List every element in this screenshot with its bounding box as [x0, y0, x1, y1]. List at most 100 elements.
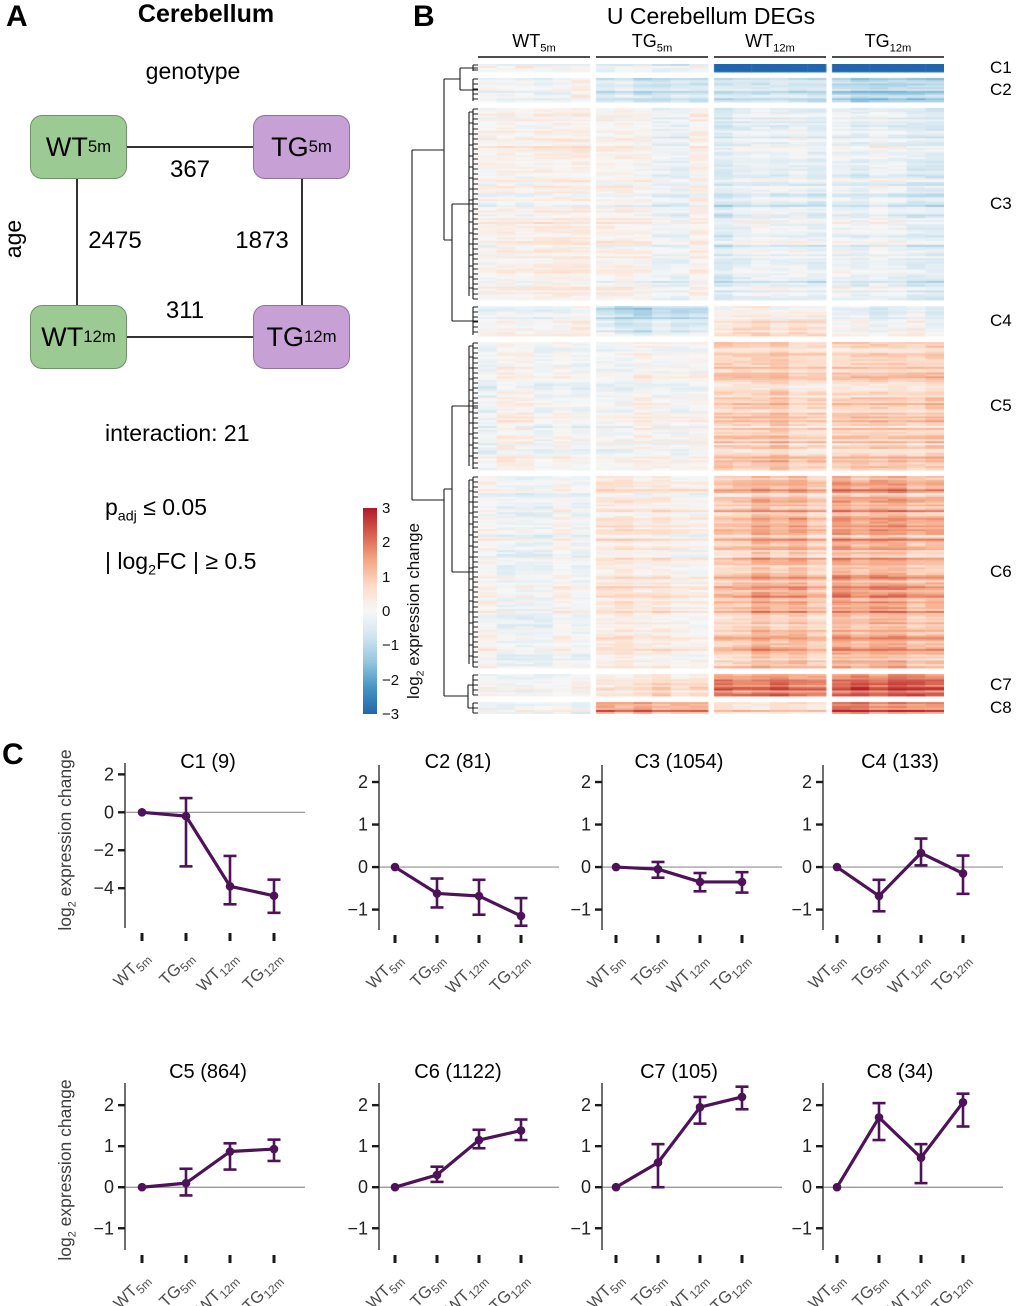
panel-a-title: Cerebellum	[137, 0, 275, 28]
svg-text:1: 1	[104, 1136, 114, 1156]
svg-text:WT12m: WT12m	[884, 1270, 934, 1306]
panel-b-label: B	[413, 0, 435, 33]
colorbar-tick-label: −3	[382, 706, 400, 723]
cluster-plot-title: C1 (9)	[180, 751, 236, 773]
svg-text:0: 0	[581, 1177, 591, 1197]
heatmap-cluster-label: C8	[990, 698, 1012, 717]
svg-text:2: 2	[581, 772, 591, 792]
svg-text:WT5m: WT5m	[584, 950, 629, 995]
svg-text:WT5m: WT5m	[363, 950, 408, 995]
heatmap-group-underline	[478, 56, 590, 58]
cluster-plot-title: C5 (864)	[169, 1061, 247, 1083]
log2fc-threshold-text: | log2FC | ≥ 0.5	[105, 548, 257, 579]
svg-text:1: 1	[358, 815, 368, 835]
cluster-plot-c1: C1 (9) 2 0 −2 −4 WT5m TG5m WT12m TG12m	[80, 738, 320, 1038]
svg-text:1: 1	[358, 1136, 368, 1156]
svg-text:TG5m: TG5m	[156, 1270, 199, 1306]
node-tg5m: TG 5m	[253, 115, 350, 179]
colorbar-tick-label: −2	[382, 671, 400, 689]
svg-text:WT12m: WT12m	[884, 950, 934, 1000]
svg-text:2: 2	[802, 772, 812, 792]
heatmap-cluster-label: C3	[990, 194, 1012, 213]
edge-line-top	[125, 146, 253, 148]
edge-line-left	[76, 177, 78, 305]
deg-count-genotype-12m: 311	[165, 297, 205, 324]
svg-text:2: 2	[358, 772, 368, 792]
svg-text:WT12m: WT12m	[663, 950, 713, 1000]
heatmap-group-header-tg12m: TG12m	[864, 31, 912, 55]
svg-text:1: 1	[581, 1136, 591, 1156]
cluster-plot-title: C2 (81)	[425, 751, 492, 773]
heatmap-cluster-label: C6	[990, 562, 1012, 581]
heatmap-cluster-label: C1	[990, 58, 1012, 77]
svg-text:−1: −1	[570, 1218, 591, 1238]
row-dendrogram	[411, 64, 478, 714]
svg-text:0: 0	[104, 1177, 114, 1197]
cluster-plot-title: C8 (34)	[867, 1061, 934, 1083]
svg-text:1: 1	[581, 815, 591, 835]
svg-text:−1: −1	[791, 900, 812, 920]
cluster-plot-c6: C6 (1122) 2 1 0 −1 WT5m TG5m WT12m TG12m	[334, 1048, 574, 1306]
svg-text:TG5m: TG5m	[849, 1270, 892, 1306]
cluster-plot-title: C4 (133)	[861, 751, 939, 773]
panel-a-label: A	[6, 0, 28, 33]
cluster-plot-c4: C4 (133) 2 1 0 −1 WT5m TG5m WT12m TG12m	[778, 738, 1018, 1038]
svg-text:TG5m: TG5m	[156, 948, 199, 991]
svg-text:TG12m: TG12m	[239, 948, 287, 996]
heatmap-cluster-label: C7	[990, 675, 1012, 694]
svg-text:0: 0	[581, 857, 591, 877]
svg-text:−1: −1	[791, 1218, 812, 1238]
colorbar-tick-label: 3	[382, 500, 391, 517]
panel-c-ylabel-row2: log2 expression change	[55, 1079, 79, 1261]
colorbar-tick-label: −1	[382, 637, 400, 655]
age-axis-label: age	[0, 219, 26, 259]
svg-text:0: 0	[802, 1177, 812, 1197]
svg-text:WT12m: WT12m	[442, 950, 492, 1000]
svg-text:2: 2	[358, 1095, 368, 1115]
deg-count-age-tg: 1873	[235, 227, 289, 254]
deg-count-genotype-5m: 367	[169, 156, 211, 183]
node-tg12m: TG 12m	[253, 305, 350, 369]
svg-text:WT5m: WT5m	[805, 1270, 850, 1306]
deg-count-age-wt: 2475	[88, 227, 142, 254]
svg-text:TG12m: TG12m	[486, 950, 534, 998]
svg-text:WT5m: WT5m	[805, 950, 850, 995]
cluster-plot-title: C3 (1054)	[635, 751, 724, 773]
padj-threshold-text: padj ≤ 0.05	[105, 494, 207, 525]
heatmap-group-underline	[596, 56, 708, 58]
cluster-plot-c8: C8 (34) 2 1 0 −1 WT5m TG5m WT12m TG12m	[778, 1048, 1018, 1306]
svg-text:−4: −4	[93, 878, 114, 898]
heatmap-group-header-tg5m: TG5m	[631, 31, 673, 55]
svg-text:WT12m: WT12m	[193, 1270, 243, 1306]
cluster-plot-c5: C5 (864) 2 1 0 −1 WT5m TG5m WT12m TG12m	[80, 1048, 320, 1306]
svg-text:TG12m: TG12m	[928, 1270, 976, 1306]
svg-text:0: 0	[358, 857, 368, 877]
node-wt12m: WT 12m	[30, 305, 127, 369]
heatmap-group-header-wt12m: WT12m	[745, 31, 795, 55]
svg-text:2: 2	[104, 1095, 114, 1115]
svg-text:WT12m: WT12m	[193, 948, 243, 998]
colorbar-tick-label: 1	[382, 568, 391, 586]
panel-c-label: C	[2, 738, 24, 771]
edge-line-bottom	[125, 336, 253, 338]
colorbar-gradient	[363, 508, 377, 714]
colorbar-tick-label: 2	[382, 534, 391, 552]
heatmap-group-underline	[832, 56, 944, 58]
svg-text:TG12m: TG12m	[707, 1270, 755, 1306]
cluster-plot-title: C6 (1122)	[414, 1061, 501, 1083]
heatmap-cluster-label: C2	[990, 80, 1012, 99]
svg-text:2: 2	[104, 764, 114, 784]
svg-text:1: 1	[802, 815, 812, 835]
genotype-axis-label: genotype	[145, 58, 241, 84]
svg-text:TG12m: TG12m	[239, 1270, 287, 1306]
cluster-plot-c2: C2 (81) 2 1 0 −1 WT5m TG5m WT12m TG12m	[334, 738, 574, 1038]
svg-text:−1: −1	[347, 1218, 368, 1238]
cluster-plot-c7: C7 (105) 2 1 0 −1 WT5m TG5m WT12m TG12m	[557, 1048, 797, 1306]
svg-text:TG12m: TG12m	[486, 1270, 534, 1306]
svg-text:WT5m: WT5m	[110, 948, 155, 993]
svg-text:−2: −2	[93, 840, 114, 860]
svg-text:TG5m: TG5m	[628, 1270, 671, 1306]
svg-text:WT12m: WT12m	[442, 1270, 492, 1306]
svg-text:−1: −1	[93, 1218, 114, 1238]
